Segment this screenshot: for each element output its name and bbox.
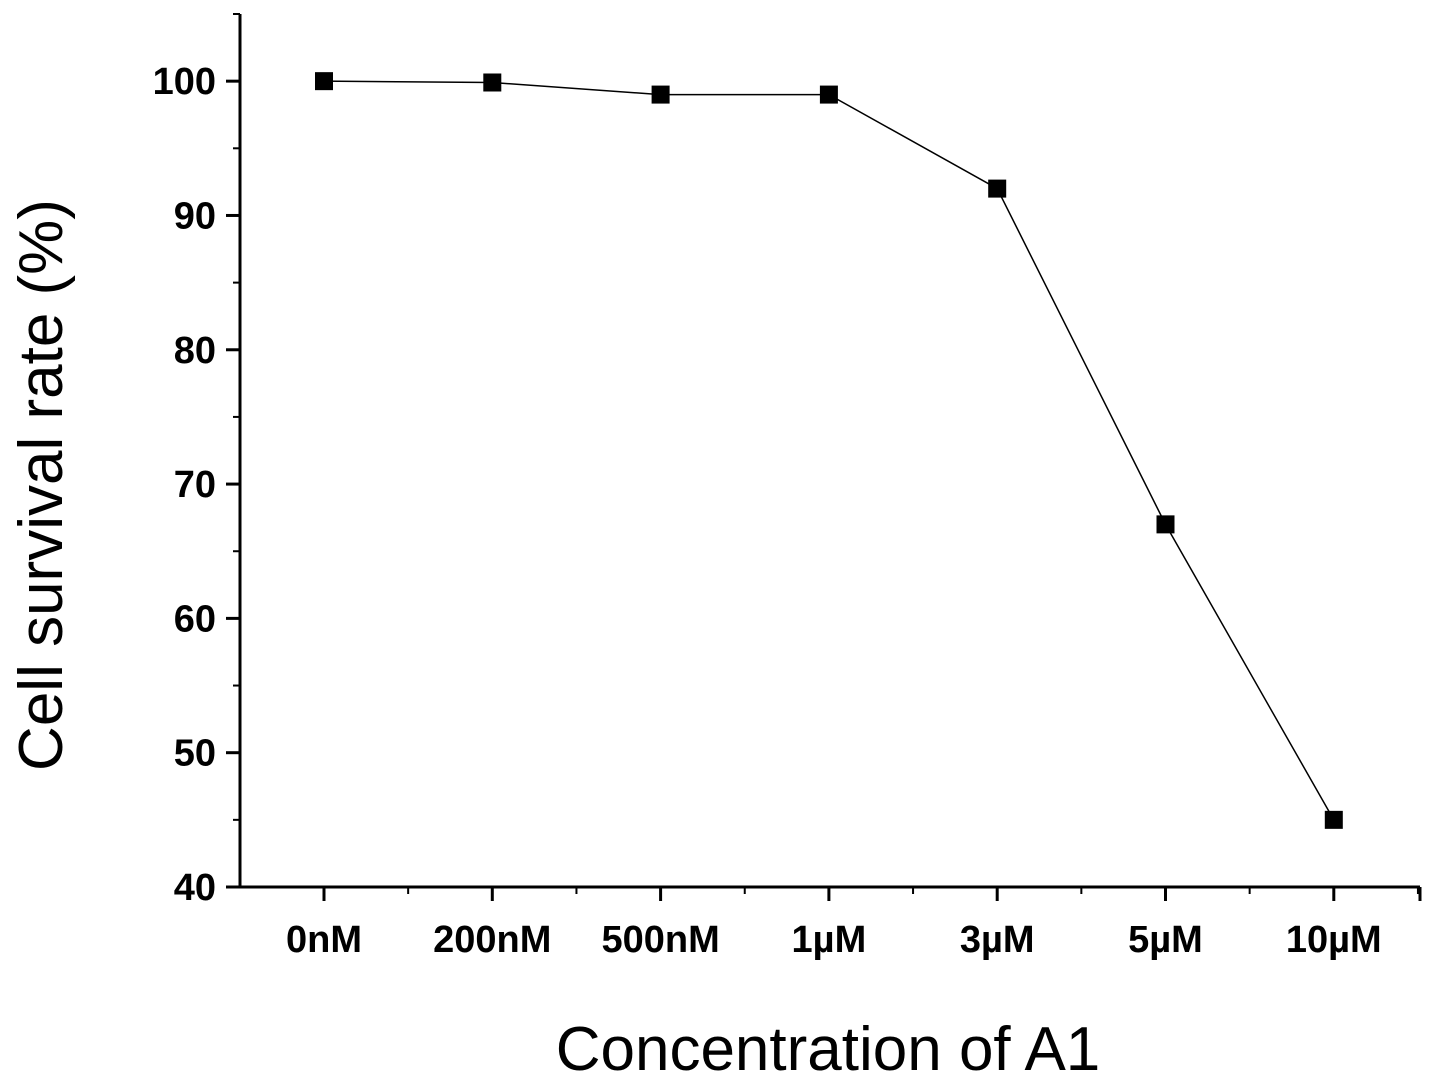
y-axis-title: Cell survival rate (%) (7, 199, 76, 771)
ticks (226, 13, 1422, 901)
axes (238, 14, 1420, 889)
x-tick-label: 0nM (286, 919, 362, 961)
x-tick-label: 3µM (960, 919, 1035, 961)
x-axis-title: Concentration of A1 (556, 1015, 1101, 1084)
x-tick-label: 1µM (792, 919, 867, 961)
y-tick-label: 50 (174, 733, 216, 775)
y-tick-label: 90 (174, 195, 216, 237)
y-tick-label: 100 (153, 61, 216, 103)
data-point-500nM (651, 85, 670, 104)
series-layer (315, 72, 1343, 829)
x-tick-label: 5µM (1128, 919, 1203, 961)
data-point-200nM (483, 73, 502, 92)
y-tick-label: 40 (174, 867, 216, 909)
x-tick-label: 500nM (601, 919, 719, 961)
y-tick-label: 70 (174, 464, 216, 506)
data-point-0nM (315, 72, 333, 91)
data-point-3µM (988, 179, 1007, 198)
y-tick-label: 80 (174, 330, 216, 372)
data-point-10µM (1324, 810, 1343, 829)
series-line (323, 80, 1335, 821)
data-point-5µM (1156, 515, 1175, 534)
x-tick-label: 10µM (1286, 919, 1382, 961)
x-tick-label: 200nM (433, 919, 551, 961)
tick-labels: 40 50 60 70 80 90 100 0nM 200nM 500nM 1µM 3µM 5µM 10µ… (153, 61, 1382, 961)
data-point-1µM (819, 85, 838, 104)
y-tick-label: 60 (174, 598, 216, 640)
